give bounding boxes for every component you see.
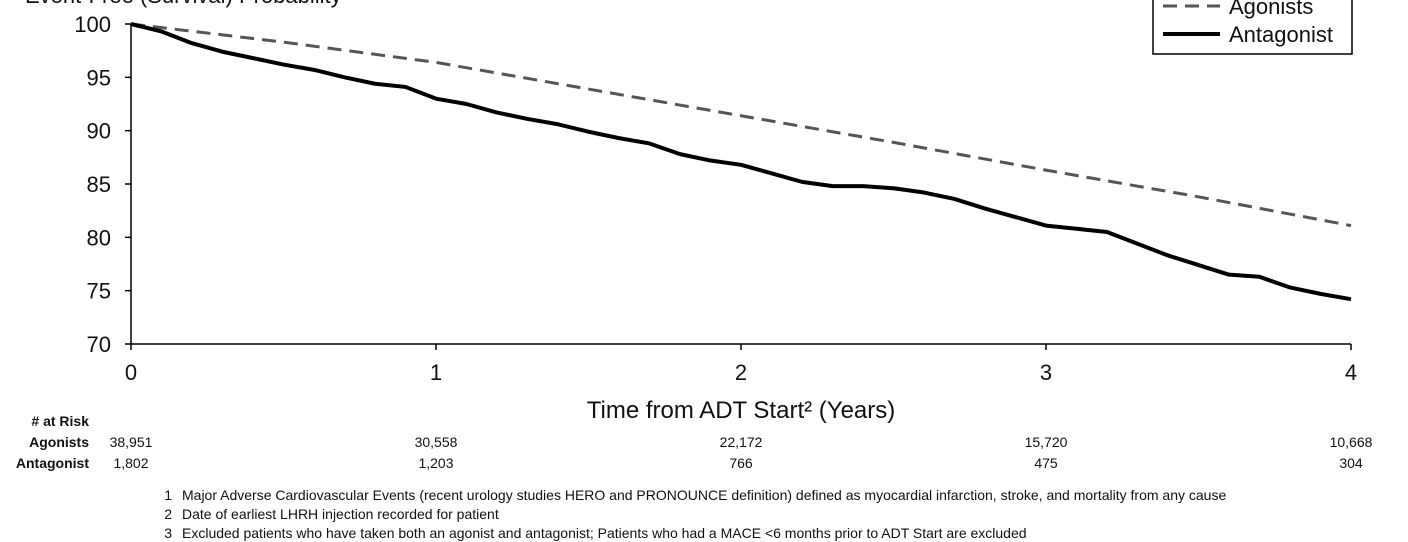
legend-label: Agonists [1229,0,1313,19]
x-tick-label: 1 [430,360,442,385]
y-tick-label: 75 [87,279,111,304]
legend-box [1152,0,1353,55]
risk-row-label: Antagonist [16,455,89,471]
risk-count: 766 [729,455,753,471]
series-line [130,22,1352,228]
footnote-text: Major Adverse Cardiovascular Events (rec… [182,487,1226,503]
footnote-number: 1 [164,487,172,503]
y-tick-label: 100 [74,12,111,37]
x-axis-label: Time from ADT Start² (Years) [587,397,896,424]
y-tick-label: 70 [87,332,111,357]
y-tick-label: 80 [87,225,111,250]
risk-count: 1,203 [418,455,453,471]
footnote-text: Excluded patients who have taken both an… [182,525,1027,541]
y-tick-label: 85 [87,172,111,197]
risk-count: 22,172 [720,434,763,450]
x-tick-label: 4 [1345,360,1357,385]
risk-count: 475 [1034,455,1058,471]
risk-count: 1,802 [113,455,148,471]
risk-count: 38,951 [110,434,153,450]
footnote-text: Date of earliest LHRH injection recorded… [182,506,499,522]
x-tick-label: 2 [735,360,747,385]
legend-label: Antagonist [1229,22,1333,47]
risk-table-title: # at Risk [31,413,89,429]
risk-count: 15,720 [1025,434,1068,450]
footnote-number: 2 [164,506,172,522]
risk-count: 30,558 [415,434,458,450]
series-line [130,22,1352,302]
y-tick-label: 95 [87,65,111,90]
footnote-number: 3 [164,525,172,541]
x-tick-label: 0 [125,360,137,385]
y-axis-label: Event-Free (Survival) Probability [25,0,342,8]
y-tick-label: 90 [87,119,111,144]
x-tick-label: 3 [1040,360,1052,385]
risk-count: 304 [1339,455,1363,471]
risk-row-label: Agonists [29,434,89,450]
risk-count: 10,668 [1330,434,1373,450]
